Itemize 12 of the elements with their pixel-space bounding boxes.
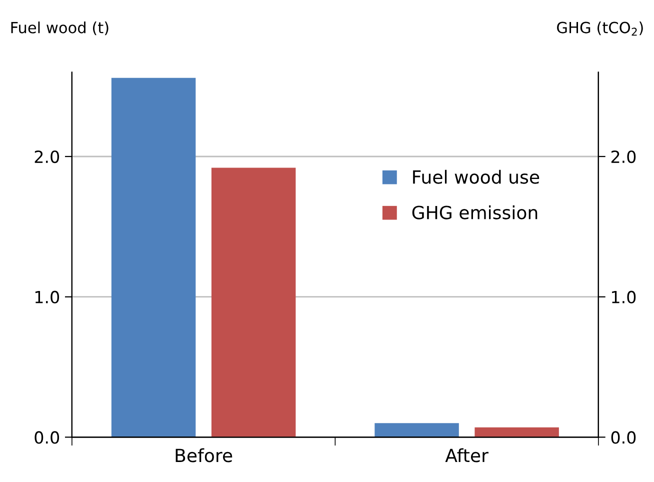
y2-tick-label: 0.0: [611, 431, 636, 444]
y-tick-label: 0.0: [34, 431, 60, 444]
legend-label: GHG emission: [412, 205, 538, 220]
y2-axis-title: GHG (tCO$_{2}$): [557, 22, 643, 36]
y-tick-label: 1.0: [35, 290, 60, 304]
y2-tick-label: 1.0: [612, 290, 636, 304]
y-tick-label: 2.0: [34, 150, 60, 164]
x-tick-label: Before: [176, 448, 232, 462]
y-axis-title: Fuel wood (t): [11, 22, 108, 36]
x-tick-label: After: [445, 448, 488, 462]
y2-tick-label: 2.0: [611, 150, 636, 164]
legend-label: Fuel wood use: [413, 170, 540, 184]
